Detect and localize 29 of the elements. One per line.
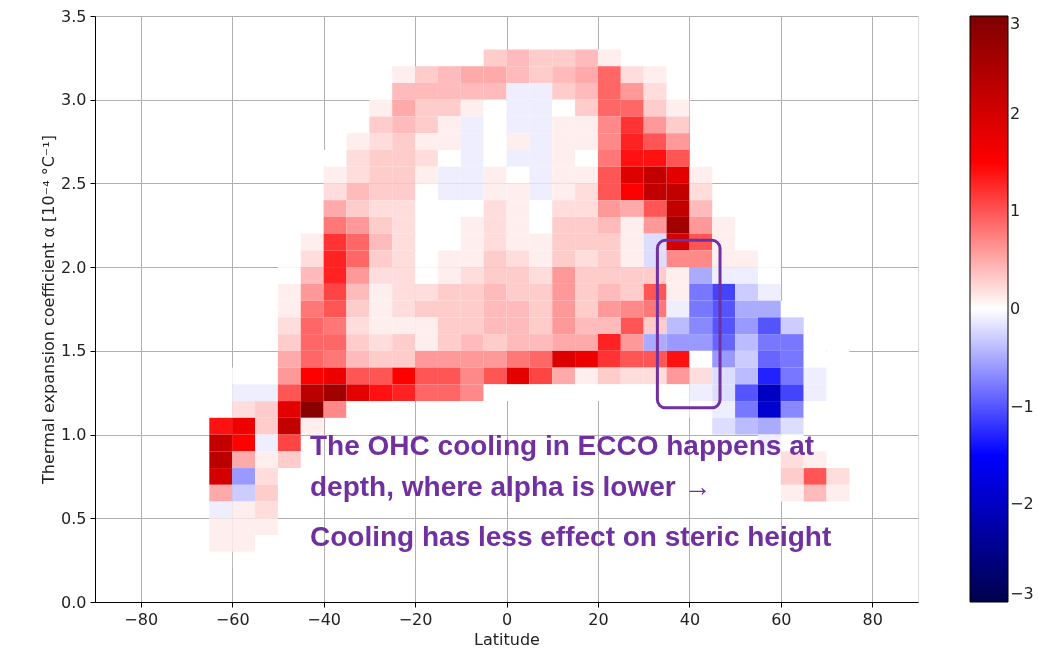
x-tick-label: 60 xyxy=(771,609,792,629)
x-tick-label: 80 xyxy=(862,609,883,629)
y-tick-label: 3.0 xyxy=(61,90,87,110)
color-bar-label: 3 xyxy=(1010,14,1021,33)
annotation: depth, where alpha is lower → xyxy=(310,471,712,502)
annotation: Cooling has less effect on steric height xyxy=(310,521,832,552)
color-bar-label: −3 xyxy=(1010,584,1034,603)
x-axis-title: Latitude xyxy=(474,629,540,649)
y-axis-title: Thermal expansion coefficient α [10⁻⁴ °C⁻¹] xyxy=(39,135,59,485)
y-tick-label: 0.5 xyxy=(61,508,87,528)
y-tick-label: 3.5 xyxy=(61,6,87,26)
y-tick-label: 1.5 xyxy=(61,341,87,361)
x-tick-label: −20 xyxy=(398,609,433,629)
color-bar-label: −2 xyxy=(1010,494,1034,514)
y-tick-label: 1.0 xyxy=(61,425,87,445)
color-bar-label: −1 xyxy=(1010,396,1034,416)
x-tick-label: −80 xyxy=(124,609,159,629)
y-tick-label: 2.5 xyxy=(61,173,87,193)
x-tick-label: 20 xyxy=(588,609,609,629)
y-tick-label: 0.0 xyxy=(61,592,87,612)
x-tick-label: −60 xyxy=(215,609,250,629)
x-tick-label: 0 xyxy=(501,609,513,629)
color-bar-label: 2 xyxy=(1010,103,1021,123)
x-tick-label: −40 xyxy=(307,609,341,629)
color-bar-label: 1 xyxy=(1010,201,1021,221)
y-tick-label: 2.0 xyxy=(61,257,87,277)
color-bar-label: 0 xyxy=(1010,299,1021,318)
x-tick-label: 40 xyxy=(679,609,701,629)
annotation: The OHC cooling in ECCO happens at xyxy=(310,430,815,461)
